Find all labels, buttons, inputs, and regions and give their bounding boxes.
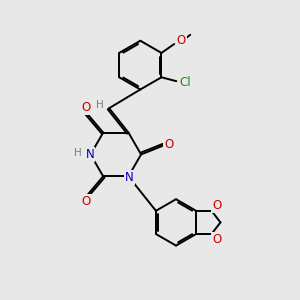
Text: N: N bbox=[125, 171, 134, 184]
Text: O: O bbox=[82, 101, 91, 114]
Text: O: O bbox=[164, 138, 173, 151]
Text: O: O bbox=[212, 233, 221, 246]
Text: H: H bbox=[74, 148, 82, 158]
Text: N: N bbox=[85, 148, 94, 161]
Text: Cl: Cl bbox=[179, 76, 191, 89]
Text: H: H bbox=[96, 100, 104, 110]
Text: O: O bbox=[177, 34, 186, 46]
Text: O: O bbox=[212, 199, 221, 212]
Text: O: O bbox=[82, 194, 91, 208]
